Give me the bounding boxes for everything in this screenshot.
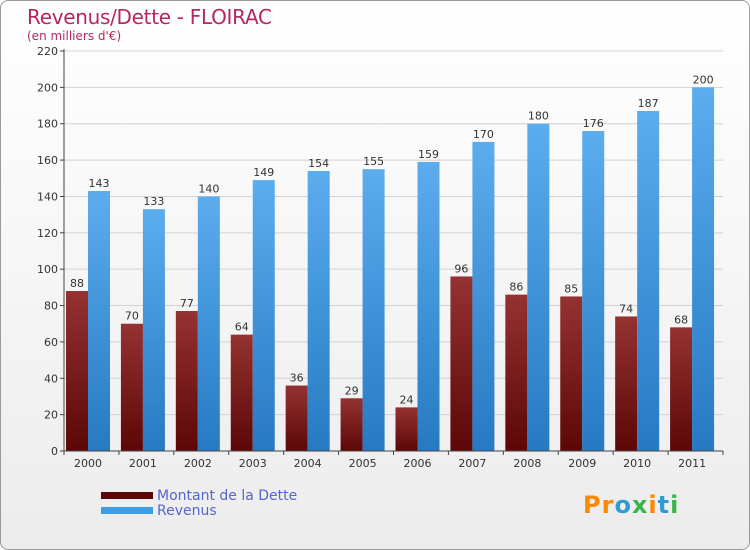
data-label-revenus-2011: 200 [693, 73, 714, 86]
bar-revenus-2000 [88, 191, 110, 451]
bar-dette-2008 [505, 294, 528, 451]
logo-letter: x [631, 491, 649, 519]
bar-revenus-2002 [197, 196, 220, 451]
chart-subtitle: (en milliers d'€) [27, 29, 122, 43]
y-tick-label: 0 [51, 445, 58, 458]
data-label-dette-2005: 29 [345, 384, 359, 397]
data-label-dette-2004: 36 [290, 372, 304, 385]
chart-title: Revenus/Dette - FLOIRAC [27, 5, 272, 29]
bar-dette-2000 [66, 291, 88, 451]
bar-dette-2009 [560, 296, 583, 451]
bar-revenus-2008 [527, 123, 550, 452]
bar-dette-2002 [175, 311, 198, 451]
legend-item-revenus: Revenus [101, 502, 297, 519]
y-tick-label: 220 [37, 45, 58, 58]
data-label-dette-2003: 64 [235, 321, 249, 334]
bar-revenus-2001 [142, 209, 165, 451]
x-tick-label-2004: 2004 [294, 457, 322, 470]
bar-revenus-2009 [582, 131, 605, 451]
logo-letter: t [657, 491, 671, 519]
data-label-revenus-2009: 176 [583, 117, 604, 130]
legend-label-dette: Montant de la Dette [157, 487, 298, 504]
x-tick-label-2010: 2010 [623, 457, 651, 470]
bar-dette-2010 [615, 316, 638, 451]
legend-item-dette: Montant de la Dette [101, 487, 298, 504]
bar-dette-2007 [450, 276, 473, 451]
data-label-revenus-2000: 143 [89, 177, 110, 190]
data-label-revenus-2007: 170 [473, 128, 494, 141]
legend-swatch-dette [101, 492, 153, 499]
data-label-revenus-2006: 159 [418, 148, 439, 161]
bar-revenus-2006 [417, 161, 440, 451]
y-tick-label: 20 [44, 409, 58, 422]
bar-revenus-2007 [472, 141, 495, 451]
data-label-dette-2011: 68 [674, 313, 688, 326]
proxiti-logo: Proxiti [583, 491, 679, 519]
y-tick-label: 60 [44, 336, 58, 349]
bar-revenus-2010 [637, 111, 660, 451]
y-tick-label: 40 [44, 372, 58, 385]
bar-dette-2004 [285, 385, 308, 451]
data-label-dette-2001: 70 [125, 310, 139, 323]
x-tick-label-2001: 2001 [129, 457, 157, 470]
y-tick-label: 200 [37, 81, 58, 94]
data-label-dette-2007: 96 [454, 262, 468, 275]
y-tick-label: 180 [37, 118, 58, 131]
y-tick-label: 140 [37, 190, 58, 203]
x-tick-label-2002: 2002 [184, 457, 212, 470]
bar-revenus-2004 [307, 171, 330, 451]
x-tick-label-2008: 2008 [513, 457, 541, 470]
bar-dette-2011 [670, 327, 693, 451]
bar-revenus-2005 [362, 169, 385, 451]
logo-letter: o [614, 491, 632, 519]
axes: 0 20 40 60 80 100 120 140 160 180 200 220 2000 2001 20… [37, 45, 724, 470]
data-label-revenus-2004: 154 [308, 157, 329, 170]
legend: Montant de la Dette Revenus [101, 487, 298, 519]
bar-dette-2001 [120, 323, 143, 451]
data-label-dette-2000: 88 [70, 277, 84, 290]
data-label-revenus-2010: 187 [638, 97, 659, 110]
data-label-dette-2008: 86 [509, 281, 523, 294]
x-tick-label-2003: 2003 [239, 457, 267, 470]
x-tick-label-2006: 2006 [404, 457, 432, 470]
logo-letter: i [648, 491, 658, 519]
logo-letter: r [601, 491, 615, 519]
legend-swatch-revenus [101, 507, 153, 514]
data-label-dette-2006: 24 [400, 393, 414, 406]
data-label-revenus-2001: 133 [143, 195, 164, 208]
bars: 88 143 70 133 77 140 64 149 36 154 29 155 24 159 96 170… [66, 73, 715, 452]
x-tick-label-2009: 2009 [568, 457, 596, 470]
data-label-dette-2009: 85 [564, 282, 578, 295]
data-label-revenus-2008: 180 [528, 110, 549, 123]
bar-dette-2003 [230, 334, 253, 451]
y-tick-label: 100 [37, 263, 58, 276]
bar-revenus-2003 [252, 180, 275, 451]
y-tick-label: 80 [44, 300, 58, 313]
data-label-revenus-2003: 149 [253, 166, 274, 179]
y-tick-label: 160 [37, 154, 58, 167]
data-label-revenus-2005: 155 [363, 155, 384, 168]
logo-letter: P [583, 491, 602, 519]
legend-label-revenus: Revenus [157, 502, 217, 519]
bar-dette-2006 [395, 407, 418, 451]
bar-dette-2005 [340, 398, 363, 451]
x-tick-label-2000: 2000 [74, 457, 102, 470]
data-label-dette-2002: 77 [180, 297, 194, 310]
data-label-revenus-2002: 140 [198, 182, 219, 195]
bar-revenus-2011 [692, 87, 715, 451]
x-tick-label-2007: 2007 [458, 457, 486, 470]
x-tick-label-2011: 2011 [678, 457, 706, 470]
y-tick-label: 120 [37, 227, 58, 240]
data-label-dette-2010: 74 [619, 302, 633, 315]
x-tick-label-2005: 2005 [349, 457, 377, 470]
logo-letter: i [670, 491, 680, 519]
